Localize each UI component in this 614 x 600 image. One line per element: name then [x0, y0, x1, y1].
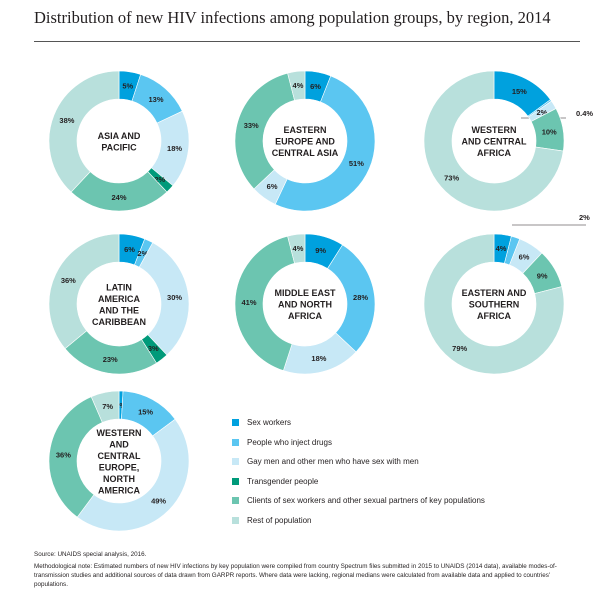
donut-slice: [423, 70, 564, 212]
slice-value-label: 6%: [519, 253, 530, 262]
chart-title: AFRICA: [288, 311, 322, 321]
chart-title: EASTERN: [283, 125, 326, 135]
slice-value-label: 9%: [537, 271, 548, 280]
legend-label: People who inject drugs: [247, 437, 332, 447]
legend-swatch: [232, 419, 239, 426]
slice-value-label: 49%: [151, 496, 166, 505]
slice-value-label: 2%: [579, 213, 590, 222]
chart-title: EUROPE,: [99, 462, 140, 472]
slice-value-label: 10%: [542, 127, 557, 136]
chart-title: AFRICA: [477, 311, 511, 321]
chart-title: WESTERN: [472, 125, 517, 135]
legend-swatch: [232, 477, 239, 485]
slice-value-label: 2%: [137, 249, 148, 258]
slice-value-label: 6%: [267, 182, 278, 191]
donut-slice: [90, 390, 120, 423]
chart-title: PACIFIC: [101, 142, 137, 152]
methodological-note: Methodological note: Estimated numbers o…: [34, 563, 557, 588]
chart-title: CARIBBEAN: [92, 317, 146, 327]
legend-label: Clients of sex workers and other sexual …: [247, 496, 485, 505]
chart-title: AMERICA: [98, 294, 140, 304]
donut-slice: [234, 235, 295, 371]
footer: Source: UNAIDS special analysis, 2016. M…: [34, 550, 574, 592]
slice-value-label: 2%: [536, 108, 547, 117]
legend-swatch: [232, 458, 239, 465]
chart-title: AND NORTH: [278, 300, 332, 310]
slice-value-label: 73%: [444, 173, 459, 182]
slice-value-label: 36%: [56, 450, 71, 459]
chart-title: EASTERN AND: [462, 288, 527, 298]
donut-slice: [274, 75, 376, 212]
slice-value-label: 1%: [115, 401, 126, 410]
donut-slice: [48, 70, 120, 193]
chart-title: NORTH: [103, 474, 135, 484]
slice-value-label: 4%: [496, 244, 507, 253]
chart-title: AND CENTRAL: [462, 137, 527, 147]
donut-slice: [48, 396, 103, 518]
slice-value-label: 33%: [244, 121, 259, 130]
page-title: Distribution of new HIV infections among…: [34, 8, 551, 27]
chart-title: WESTERN: [97, 428, 142, 438]
donut-slice: [76, 418, 190, 532]
slice-value-label: 4%: [293, 81, 304, 90]
title-divider: [34, 41, 580, 42]
chart-title: AND THE: [99, 305, 139, 315]
chart-title: MIDDLE EAST: [274, 288, 336, 298]
legend-swatch: [232, 497, 239, 504]
chart-title: SOUTHERN: [469, 300, 520, 310]
donut-slice: [48, 233, 120, 350]
slice-value-label: 3%: [148, 344, 159, 353]
chart-title: AMERICA: [98, 485, 140, 495]
slice-value-label: 6%: [310, 82, 321, 91]
slice-value-label: 0.4%: [576, 109, 593, 118]
donut-slice: [423, 233, 565, 375]
chart-title: AND: [109, 439, 129, 449]
slice-value-label: 9%: [315, 246, 326, 255]
legend-label: Transgender people: [247, 476, 319, 486]
source-note: Source: UNAIDS special analysis, 2016.: [34, 551, 147, 558]
slice-value-label: 36%: [61, 276, 76, 285]
chart-title: AFRICA: [477, 148, 511, 158]
donut-slice: [287, 233, 306, 264]
slice-value-label: 23%: [103, 355, 118, 364]
chart-title: ASIA AND: [98, 131, 141, 141]
slice-value-label: 2%: [154, 175, 165, 184]
slice-value-label: 6%: [124, 245, 135, 254]
legend-swatch: [232, 438, 239, 446]
slice-value-label: 41%: [242, 298, 257, 307]
slice-value-label: 18%: [167, 144, 182, 153]
slice-value-label: 51%: [349, 159, 364, 168]
slice-value-label: 15%: [138, 408, 153, 417]
slice-value-label: 7%: [102, 402, 113, 411]
legend-label: Gay men and other men who have sex with …: [247, 457, 419, 466]
slice-value-label: 15%: [512, 87, 527, 96]
chart-title: LATIN: [106, 282, 132, 292]
chart-title: CENTRAL ASIA: [272, 148, 339, 158]
chart-title: EUROPE AND: [275, 137, 335, 147]
slice-value-label: 13%: [149, 95, 164, 104]
legend-label: Sex workers: [247, 418, 292, 427]
slice-value-label: 28%: [353, 293, 368, 302]
donut-slice: [70, 171, 168, 212]
legend-label: Rest of population: [247, 515, 312, 525]
slice-value-label: 24%: [111, 193, 126, 202]
slice-value-label: 5%: [122, 81, 133, 90]
slice-value-label: 4%: [293, 244, 304, 253]
legend-swatch: [232, 516, 239, 524]
chart-title: CENTRAL: [98, 451, 141, 461]
slice-value-label: 18%: [311, 354, 326, 363]
slice-value-label: 30%: [167, 293, 182, 302]
donut-slice: [287, 70, 306, 101]
slice-value-label: 79%: [452, 344, 467, 353]
slice-value-label: 38%: [59, 116, 74, 125]
